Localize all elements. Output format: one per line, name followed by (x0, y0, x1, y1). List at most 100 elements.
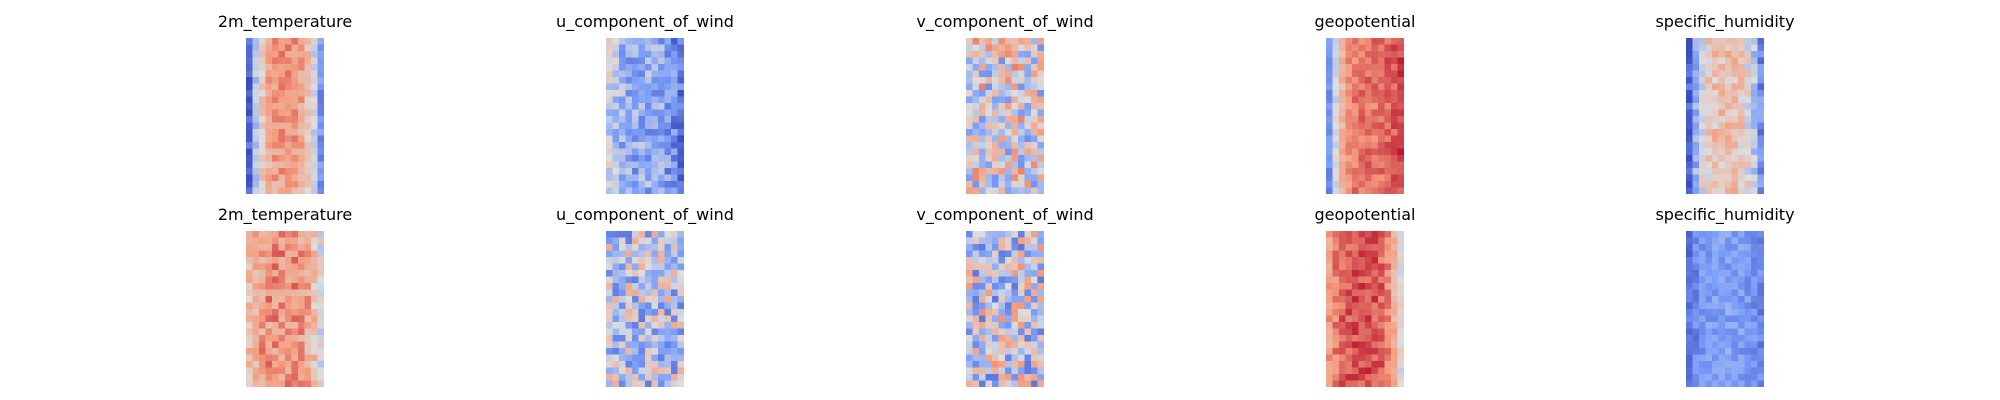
heatmap-cell (1738, 257, 1746, 265)
heatmap-cell (278, 187, 286, 194)
heatmap-cell (606, 51, 614, 59)
heatmap-cell (985, 237, 993, 245)
heatmap-cell (1339, 250, 1347, 258)
heatmap-cell (1005, 187, 1013, 194)
heatmap-cell (317, 367, 324, 375)
heatmap-cell (1352, 341, 1360, 349)
heatmap-cell (1731, 335, 1739, 343)
heatmap-cell (291, 270, 299, 278)
heatmap-cell (1692, 168, 1700, 176)
heatmap-cell (1757, 90, 1764, 98)
heatmap-cell (1738, 142, 1746, 150)
heatmap-cell (677, 283, 684, 291)
heatmap-cell (304, 374, 312, 382)
heatmap-cell (298, 296, 306, 304)
heatmap-cell (1037, 348, 1044, 356)
heatmap-cell (606, 155, 614, 163)
heatmap-cell (664, 367, 672, 375)
heatmap-cell (1725, 116, 1733, 124)
heatmap-cell (1352, 96, 1360, 104)
heatmap-cell (246, 270, 254, 278)
heatmap-cell (252, 237, 260, 245)
heatmap-cell (304, 64, 312, 72)
heatmap-cell (1738, 174, 1746, 182)
heatmap-cell (246, 57, 254, 65)
heatmap-cell (1358, 341, 1366, 349)
heatmap-cell (1751, 77, 1759, 85)
heatmap-cell (1738, 122, 1746, 130)
heatmap-cell (671, 64, 679, 72)
heatmap-cell (1011, 322, 1019, 330)
heatmap-cell (1371, 348, 1379, 356)
heatmap-cell (1397, 70, 1404, 78)
heatmap-cell (612, 96, 620, 104)
heatmap-cell (1011, 181, 1019, 189)
heatmap-cell (677, 70, 684, 78)
heatmap-cell (285, 296, 293, 304)
heatmap-cell (1692, 129, 1700, 137)
heatmap-cell (1037, 70, 1044, 78)
heatmap-cell (1751, 109, 1759, 117)
heatmap-cell (252, 335, 260, 343)
heatmap-cell (1371, 109, 1379, 117)
heatmap-cell (1352, 103, 1360, 111)
heatmap-cell (291, 231, 299, 239)
heatmap-cell (625, 263, 633, 271)
heatmap-cell (311, 361, 319, 369)
heatmap-cell (645, 270, 653, 278)
heatmap-cell (1692, 276, 1700, 284)
heatmap-cell (979, 57, 987, 65)
heatmap-cell (677, 322, 684, 330)
heatmap-cell (285, 96, 293, 104)
heatmap-cell (1692, 335, 1700, 343)
heatmap-cell (1757, 361, 1764, 369)
heatmap-cell (1731, 38, 1739, 46)
heatmap-cell (1397, 341, 1404, 349)
heatmap-cell (1718, 38, 1726, 46)
heatmap-cell (1037, 341, 1044, 349)
heatmap-cell (1744, 122, 1752, 130)
heatmap-cell (1332, 309, 1340, 317)
heatmap-cell (979, 77, 987, 85)
heatmap-cell (1731, 174, 1739, 182)
heatmap-cell (1326, 270, 1334, 278)
heatmap-cell (1005, 135, 1013, 143)
heatmap-cell (612, 174, 620, 182)
heatmap-cell (1018, 38, 1026, 46)
heatmap-cell (1378, 341, 1386, 349)
heatmap-cell (638, 90, 646, 98)
heatmap-cell (272, 257, 280, 265)
heatmap-cell (1384, 38, 1392, 46)
heatmap-cell (972, 302, 980, 310)
heatmap-cell (1339, 161, 1347, 169)
heatmap-cell (664, 135, 672, 143)
heatmap-cell (1731, 70, 1739, 78)
heatmap-cell (1751, 96, 1759, 104)
heatmap-cell (1718, 51, 1726, 59)
heatmap-cell (1744, 161, 1752, 169)
heatmap-cell (1731, 237, 1739, 245)
heatmap-cell (304, 109, 312, 117)
heatmap-cell (664, 309, 672, 317)
heatmap-cell (998, 90, 1006, 98)
heatmap-cell (671, 142, 679, 150)
heatmap-cell (1699, 270, 1707, 278)
heatmap-cell (658, 263, 666, 271)
heatmap-cell (278, 161, 286, 169)
heatmap-cell (972, 57, 980, 65)
heatmap-cell (265, 57, 273, 65)
heatmap-cell (298, 142, 306, 150)
heatmap-cell (658, 44, 666, 52)
heatmap-cell (972, 116, 980, 124)
heatmap-cell (1326, 250, 1334, 258)
heatmap-cell (992, 289, 1000, 297)
heatmap-cell (979, 51, 987, 59)
heatmap-cell (1011, 250, 1019, 258)
heatmap-cell (311, 348, 319, 356)
heatmap-cell (278, 83, 286, 91)
heatmap-cell (1011, 276, 1019, 284)
heatmap-cell (1018, 96, 1026, 104)
heatmap-cell (317, 270, 324, 278)
heatmap-cell (619, 263, 627, 271)
heatmap-cell (1731, 270, 1739, 278)
